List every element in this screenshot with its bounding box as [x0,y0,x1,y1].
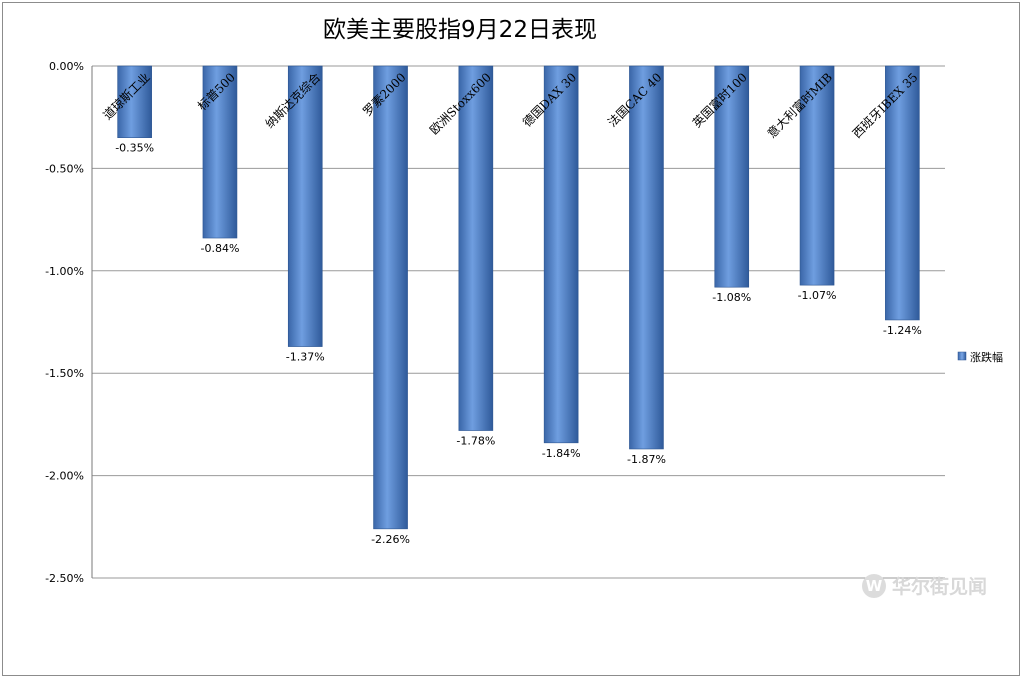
y-tick-label: -1.00% [45,265,84,278]
watermark: W 华尔街见闻 [862,572,987,599]
legend-swatch [957,351,967,361]
y-tick-label: -2.50% [45,572,84,585]
data-label: -1.78% [456,435,495,448]
bar [799,65,835,286]
bar [117,65,152,138]
bar [885,65,920,321]
y-tick-label: -2.00% [45,470,84,483]
legend-label: 涨跌幅 [970,350,1003,364]
bar [543,65,579,444]
bar [373,65,408,530]
bar [287,65,323,347]
data-label: -1.07% [798,289,837,302]
bar [714,65,750,288]
data-label: -1.08% [712,291,751,304]
watermark-logo-icon: W [862,573,886,598]
data-label: -1.84% [542,447,581,460]
data-label: -1.87% [627,453,666,466]
chart-title: 欧美主要股指9月22日表现 [323,17,597,43]
y-tick-label: -1.50% [45,367,84,380]
y-tick-label: 0.00% [49,60,84,73]
data-label: -0.84% [200,242,239,255]
data-label: -2.26% [371,533,410,546]
data-label: -0.35% [115,142,154,155]
data-label: -1.24% [883,324,922,337]
watermark-text: 华尔街见闻 [892,576,988,598]
bar [629,65,664,450]
bar [202,65,238,239]
y-tick-label: -0.50% [45,162,84,175]
bar [458,65,494,431]
data-label: -1.37% [286,351,325,364]
